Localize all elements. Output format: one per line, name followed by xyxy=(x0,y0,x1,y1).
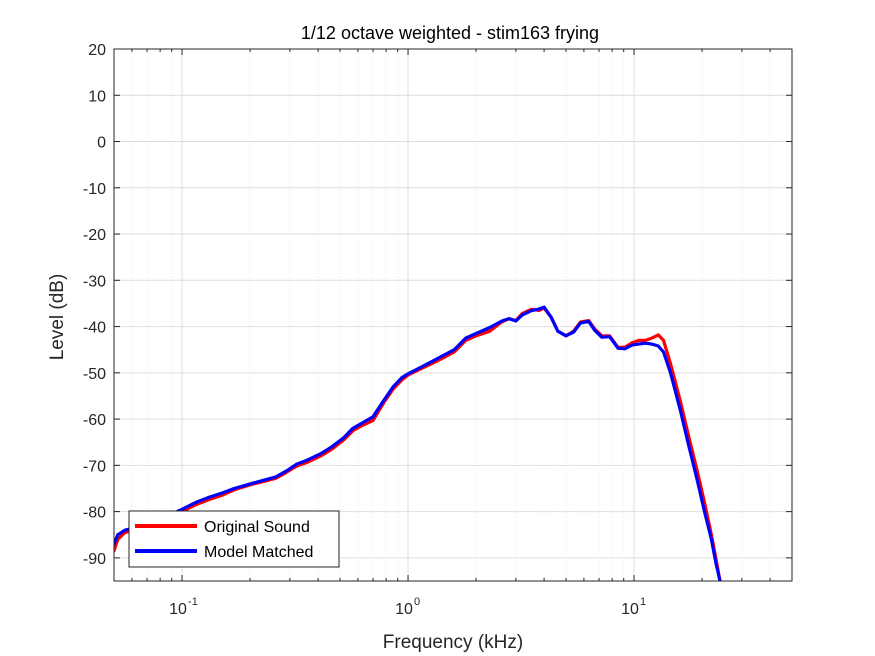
y-axis-label: Level (dB) xyxy=(47,274,68,361)
y-tick-label: -50 xyxy=(83,366,106,383)
y-tick-label: -30 xyxy=(83,273,106,290)
y-tick-label: -70 xyxy=(83,458,106,475)
y-tick-label: -60 xyxy=(83,412,106,429)
y-tick-label: 20 xyxy=(88,42,106,59)
x-tick-label-exponent: 1 xyxy=(640,596,646,608)
x-tick-label: 10 xyxy=(621,601,639,618)
x-tick-label: 10 xyxy=(395,601,413,618)
y-tick-label: -20 xyxy=(83,227,106,244)
legend-label-model-matched: Model Matched xyxy=(204,544,313,561)
chart-title: 1/12 octave weighted - stim163 frying xyxy=(301,23,599,43)
x-axis-label: Frequency (kHz) xyxy=(383,632,523,653)
legend-box xyxy=(128,510,340,568)
series-line-model-matched xyxy=(114,305,722,581)
x-tick-label: 10 xyxy=(169,601,187,618)
legend: Original Sound Model Matched xyxy=(128,510,340,568)
x-tick-labels: 10 -1 10 0 10 1 xyxy=(169,596,646,618)
legend-label-original-sound: Original Sound xyxy=(204,519,310,536)
y-tick-labels: 20 10 0 -10 -20 -30 -40 -50 -60 -70 -80 -90 xyxy=(83,42,106,568)
y-tick-label: -80 xyxy=(83,505,106,522)
y-tick-label: 0 xyxy=(97,135,106,152)
axes-box xyxy=(113,48,793,582)
y-tick-label: -10 xyxy=(83,181,106,198)
tick-marks xyxy=(113,48,793,581)
y-tick-label: -40 xyxy=(83,320,106,337)
x-tick-label-exponent: -1 xyxy=(188,596,198,608)
x-tick-label-exponent: 0 xyxy=(414,596,420,608)
series-layer xyxy=(114,305,722,581)
plot-area xyxy=(114,49,792,581)
y-tick-label: 10 xyxy=(88,88,106,105)
y-tick-label: -90 xyxy=(83,551,106,568)
